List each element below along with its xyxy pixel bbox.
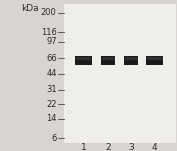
Text: 3: 3 [128, 143, 134, 151]
Text: 116: 116 [41, 28, 57, 37]
Text: 31: 31 [46, 85, 57, 94]
Text: 66: 66 [46, 54, 57, 63]
Text: 200: 200 [41, 8, 57, 17]
Bar [101, 56, 115, 65]
Bar [75, 56, 92, 65]
Text: 14: 14 [46, 114, 57, 123]
Bar [64, 4, 176, 143]
Text: kDa: kDa [21, 4, 39, 13]
Bar [76, 58, 91, 60]
Bar [124, 56, 138, 65]
Bar [146, 56, 164, 65]
Bar [125, 58, 138, 60]
Bar [102, 58, 115, 60]
Text: 6: 6 [51, 134, 57, 143]
Text: 4: 4 [152, 143, 158, 151]
Text: 2: 2 [105, 143, 111, 151]
Text: 97: 97 [46, 37, 57, 46]
Text: 1: 1 [81, 143, 86, 151]
Text: 22: 22 [46, 100, 57, 109]
Bar [147, 58, 163, 60]
Text: 44: 44 [46, 69, 57, 79]
